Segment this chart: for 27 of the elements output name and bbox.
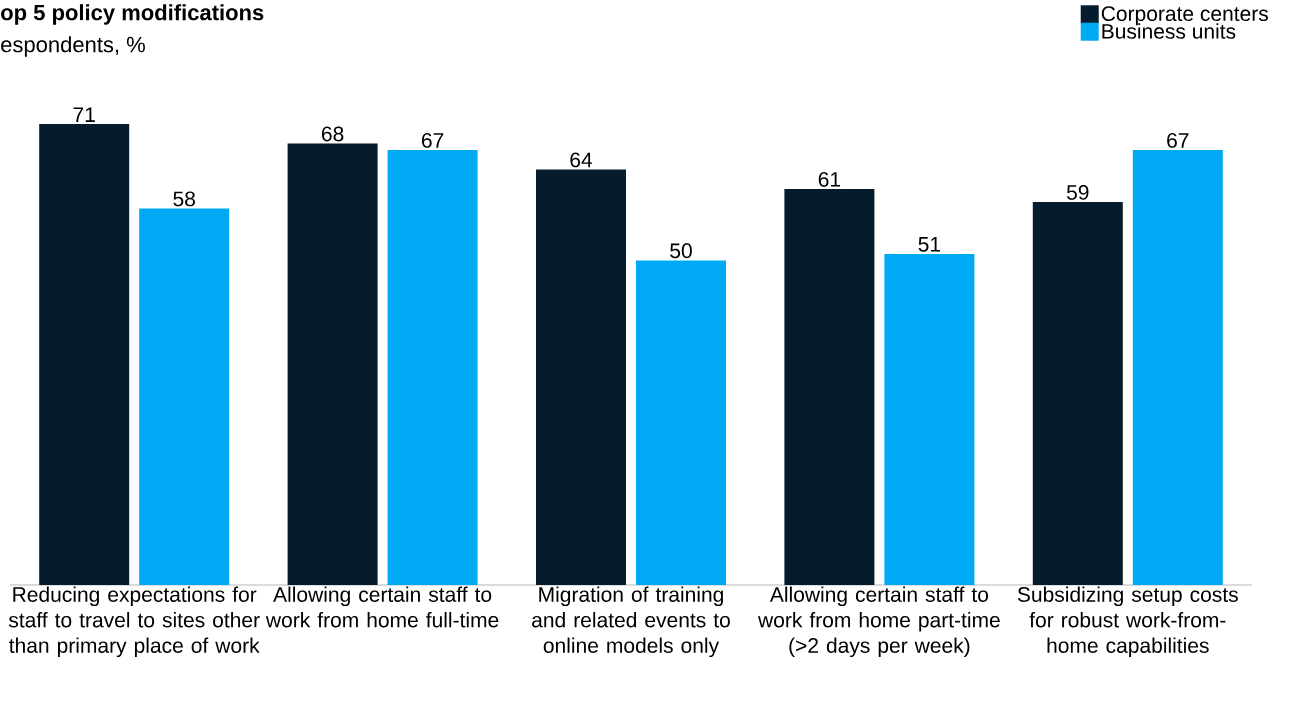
data-label: 68 [321,126,344,142]
x-tick-label: Migration of training and related events to online models only [532,586,730,658]
data-label: 59 [1066,184,1089,200]
chart-title: op 5 policy modifications [1,4,264,25]
x-tick-label: Subsidizing setup costs for robust work-from-home capabilities [1017,586,1238,658]
bar [1032,202,1123,585]
data-label: 67 [1167,133,1189,148]
bar [39,124,130,585]
x-tick-label: Allowing certain staff to work from home full-time [265,586,499,628]
bar [387,150,478,585]
bar [139,208,230,585]
data-label: 51 [918,237,941,252]
x-tick-label: Allowing certain staff to work from home part-time (>2 days per week) [758,586,1000,658]
bar [536,169,626,585]
bar [287,143,378,585]
bar [884,253,975,585]
data-label: 58 [173,191,195,207]
bar [784,189,875,585]
data-label: 64 [570,152,593,168]
data-label: 61 [818,171,841,187]
bar [636,260,726,585]
chart-subtitle: espondents, % [1,36,145,57]
data-label: 71 [73,107,95,122]
data-label: 67 [421,133,444,148]
x-tick-label: Reducing expectations for staff to travel to sites other than primary place of work [8,586,260,658]
data-label: 50 [670,243,692,259]
bar [1132,150,1223,585]
